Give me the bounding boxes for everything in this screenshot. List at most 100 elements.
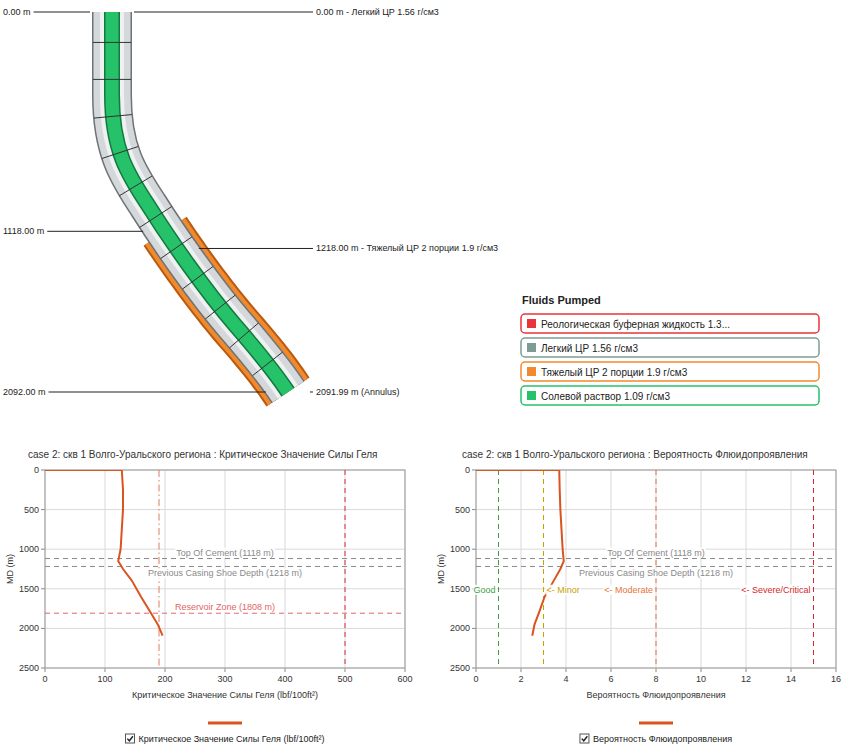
tick: [791, 668, 792, 672]
tick-label: 10: [696, 674, 706, 684]
chart-legend: Критическое Значение Силы Геля (lbf/100f…: [126, 723, 325, 744]
grid-line: [45, 628, 405, 629]
tick: [566, 668, 567, 672]
depth-label: 0.00 m: [3, 7, 31, 17]
tick: [41, 628, 45, 629]
reference-label: Top Of Cement (1118 m): [176, 548, 274, 558]
tick: [165, 668, 166, 672]
label-patch: [472, 585, 496, 595]
tick-label: 2: [518, 674, 523, 684]
tick-label: 6: [608, 674, 613, 684]
depth-leader: [47, 231, 143, 232]
tick-label: 1000: [450, 544, 470, 554]
tick-label: 500: [24, 505, 39, 515]
tick: [41, 470, 45, 471]
tick: [225, 668, 226, 672]
tick-label: 14: [786, 674, 796, 684]
depth-label: 2092.00 m: [3, 387, 46, 397]
tick-label: 100: [97, 674, 112, 684]
legend-item-box: [521, 314, 819, 333]
plot-marks: [476, 470, 836, 668]
casing-coupling: [205, 295, 235, 319]
tick: [472, 668, 476, 669]
plot-frame: [476, 470, 836, 668]
tick-label: 12: [741, 674, 751, 684]
tick: [472, 509, 476, 510]
tick-label: 4: [563, 674, 568, 684]
tick: [701, 668, 702, 672]
tick: [41, 509, 45, 510]
tick: [746, 668, 747, 672]
casing-coupling: [161, 237, 192, 259]
tick: [476, 668, 477, 672]
tick-label: 400: [277, 674, 292, 684]
tick-label: 2000: [450, 623, 470, 633]
tick: [285, 668, 286, 672]
tick: [41, 668, 45, 669]
tick-label: 200: [157, 674, 172, 684]
legend-item-box: [521, 338, 819, 357]
reference-label: <- Moderate: [604, 585, 653, 595]
tick-label: 0: [34, 465, 39, 475]
tick: [472, 470, 476, 471]
legend-checkbox[interactable]: [580, 734, 589, 743]
reference-label: Previous Casing Shoe Depth (1218 m): [148, 568, 302, 578]
axis-title: Критическое Значение Силы Геля (lbf/100f…: [132, 690, 318, 700]
chart: case 2: скв 1 Волго-Уральского региона :…: [436, 449, 841, 744]
plot-area: [45, 470, 405, 668]
legend-item-box: [521, 386, 819, 405]
casing-coupling: [182, 266, 213, 289]
well-schematic: 0.00 m1118.00 m2092.00 m0.00 m - Легкий …: [3, 7, 498, 397]
tick: [472, 549, 476, 550]
reference-label: Previous Casing Shoe Depth (1218 m): [579, 568, 733, 578]
tick: [611, 668, 612, 672]
legend-label: Легкий ЦР 1.56 г/см3: [541, 343, 638, 354]
tick: [836, 668, 837, 672]
tick-label: 1500: [19, 584, 39, 594]
tick-label: 300: [217, 674, 232, 684]
tick-label: 8: [653, 674, 658, 684]
casing-coupling: [119, 176, 152, 196]
casing-coupling: [94, 115, 132, 118]
plot-frame: [45, 470, 405, 668]
tick-label: 500: [455, 505, 470, 515]
casing-coupling: [230, 323, 259, 348]
casing-outline: [112, 12, 288, 392]
reference-line: [345, 470, 346, 668]
legend-label: Реологическая буферная жидкость 1.3...: [541, 319, 730, 330]
legend-checkbox[interactable]: [126, 734, 135, 743]
reference-label: Reservoir Zone (1808 m): [175, 602, 275, 612]
casing-coupling: [140, 207, 172, 228]
tick-label: 500: [337, 674, 352, 684]
grid-line: [791, 470, 792, 668]
reference-label: Good: [473, 585, 495, 595]
depth-leader: [49, 392, 266, 393]
annotation-labels: Top Of Cement (1118 m)Previous Casing Sh…: [472, 548, 811, 595]
casing-coupling: [93, 79, 131, 80]
grid-line: [746, 470, 747, 668]
tick: [472, 628, 476, 629]
label-patch: [606, 548, 706, 558]
legend-label: Критическое Значение Силы Геля (lbf/100f…: [139, 734, 325, 744]
tick: [656, 668, 657, 672]
grid-line: [345, 470, 346, 668]
tick: [41, 588, 45, 589]
tick-label: 0: [42, 674, 47, 684]
legend-label: Тяжелый ЦР 2 порции 1.9 г/см3: [541, 367, 688, 378]
reference-label: <- Severe/Critical: [741, 585, 810, 595]
reference-line: [45, 613, 405, 614]
legend-swatch: [527, 319, 536, 328]
chart-legend: Вероятность Флюидопроявления: [580, 723, 732, 744]
legend-label: Вероятность Флюидопроявления: [593, 734, 732, 744]
legend-item-box: [521, 362, 819, 381]
label-patch: [147, 568, 303, 578]
reference-line: [45, 566, 405, 567]
legend-title: Fluids Pumped: [522, 294, 601, 306]
fluid-leader: [199, 248, 313, 249]
casing-coupling: [102, 147, 138, 159]
reference-line: [476, 558, 836, 559]
tick-label: 2500: [450, 663, 470, 673]
chart-title: case 2: скв 1 Волго-Уральского региона :…: [462, 449, 808, 460]
tick: [521, 668, 522, 672]
annotation-labels: Top Of Cement (1118 m) Previous Casing Sh…: [147, 548, 303, 613]
